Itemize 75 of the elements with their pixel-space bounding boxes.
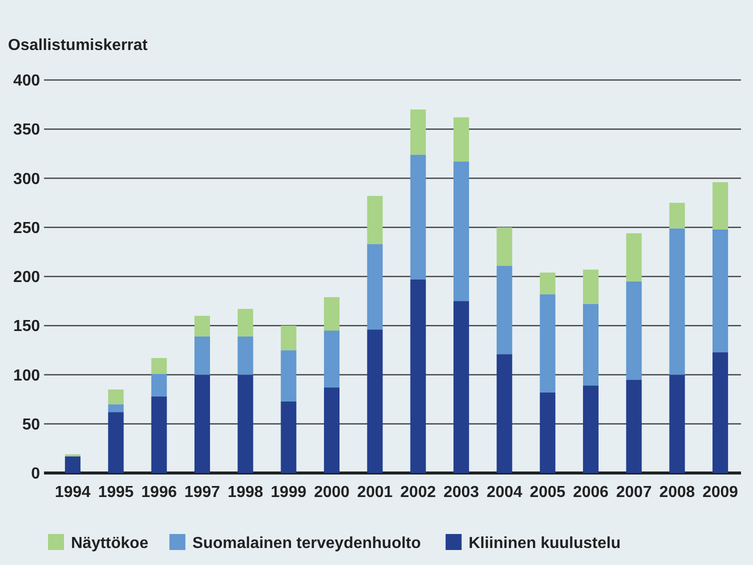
x-tick-label: 1998 [228, 484, 264, 501]
bar [540, 272, 556, 294]
legend-label: Suomalainen terveydenhuolto [192, 535, 422, 552]
bar [496, 227, 512, 266]
y-tick-label: 400 [13, 72, 40, 90]
bar [238, 308, 254, 336]
x-tick-label: 2006 [572, 484, 609, 501]
y-tick-label: 350 [13, 122, 40, 139]
bar [669, 228, 685, 375]
bar [108, 412, 124, 473]
legend-label: Näyttökoe [71, 535, 148, 552]
y-tick-label: 100 [13, 367, 40, 384]
bar [367, 330, 383, 473]
bar [151, 358, 167, 374]
bar [669, 374, 685, 473]
bar [280, 326, 296, 350]
bar [367, 244, 383, 330]
x-tick-label: 1999 [270, 484, 306, 501]
bar [324, 297, 340, 331]
bar [582, 304, 599, 386]
x-tick-label: 2000 [314, 484, 350, 501]
bar [410, 279, 426, 473]
bar [540, 392, 556, 473]
bar [108, 389, 124, 404]
bar [238, 374, 254, 473]
x-tick-label: 1995 [98, 484, 134, 501]
x-tick-label: 2005 [530, 484, 566, 501]
bar [194, 316, 210, 336]
bar [712, 182, 728, 230]
y-axis-title: Osallistumiskerrat [8, 37, 148, 54]
bar [108, 404, 124, 412]
bar [712, 352, 728, 473]
x-tick-label: 1996 [141, 484, 177, 501]
bar [540, 294, 556, 392]
bar [194, 374, 210, 473]
bar [238, 336, 254, 375]
bar [582, 270, 599, 304]
y-tick-label: 250 [13, 220, 40, 237]
bar [453, 162, 470, 302]
bar [410, 109, 426, 155]
x-tick-label: 2002 [400, 484, 436, 501]
bar [453, 117, 470, 162]
bar [280, 401, 296, 473]
bar [151, 374, 167, 396]
bar [626, 380, 642, 473]
bar [496, 266, 512, 354]
bar [151, 396, 167, 473]
x-tick-label: 2008 [659, 484, 696, 501]
bar [582, 386, 599, 473]
bar [410, 154, 426, 280]
x-tick-label: 2001 [357, 484, 393, 501]
y-tick-label: 300 [13, 170, 40, 188]
bar [626, 281, 642, 380]
bar [669, 202, 685, 228]
bar [712, 229, 728, 352]
x-tick-label: 2009 [702, 484, 738, 501]
x-tick-label: 2004 [486, 484, 522, 501]
bar [367, 196, 383, 244]
bar [194, 336, 210, 375]
x-tick-label: 2003 [443, 484, 480, 501]
bar [324, 330, 340, 388]
bar [280, 350, 296, 402]
bar [496, 354, 512, 473]
y-tick-label: 50 [22, 416, 40, 434]
x-tick-label: 1997 [184, 484, 220, 501]
y-tick-label: 200 [13, 269, 40, 286]
bar [626, 233, 642, 282]
y-tick-label: 0 [31, 466, 40, 483]
bar [64, 456, 80, 473]
legend-label: Kliininen kuulustelu [468, 535, 621, 552]
bar [453, 301, 470, 473]
bar [324, 388, 340, 473]
x-tick-label: 2007 [616, 484, 652, 501]
y-tick-label: 150 [13, 318, 40, 336]
x-tick-label: 1994 [54, 484, 91, 501]
